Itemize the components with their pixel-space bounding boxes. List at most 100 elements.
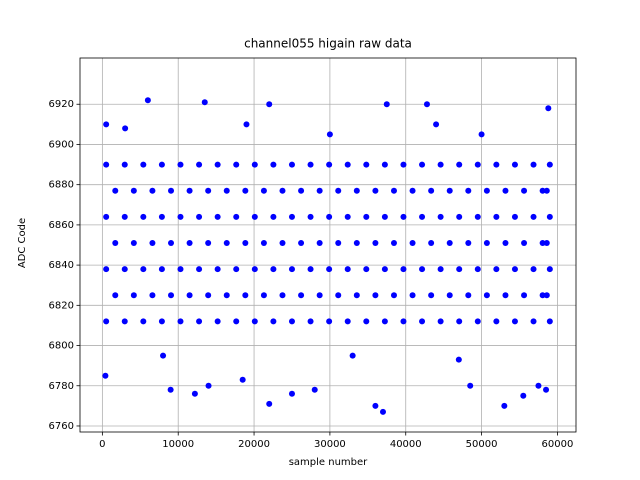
point	[409, 187, 416, 194]
point	[243, 121, 250, 128]
point	[177, 161, 184, 168]
grid	[80, 58, 576, 432]
point	[530, 318, 537, 325]
point	[419, 266, 426, 273]
point	[279, 292, 286, 299]
point	[483, 187, 490, 194]
point	[390, 292, 397, 299]
point	[307, 161, 314, 168]
point	[456, 266, 463, 273]
point	[121, 318, 128, 325]
point	[372, 239, 379, 246]
point	[465, 187, 472, 194]
point	[279, 187, 286, 194]
point	[535, 382, 542, 389]
point	[446, 187, 453, 194]
point	[270, 161, 277, 168]
point	[251, 161, 258, 168]
point	[144, 97, 151, 104]
point	[112, 239, 119, 246]
point	[455, 356, 462, 363]
point	[260, 292, 267, 299]
point	[233, 213, 240, 220]
point	[381, 318, 388, 325]
point	[344, 266, 351, 273]
point	[326, 131, 333, 138]
point	[266, 101, 273, 108]
point	[483, 239, 490, 246]
point	[467, 382, 474, 389]
point	[205, 239, 212, 246]
x-tick-label: 60000	[542, 439, 574, 450]
point	[465, 239, 472, 246]
point	[344, 213, 351, 220]
point	[493, 318, 500, 325]
point	[530, 213, 537, 220]
y-tick-label: 6780	[49, 381, 74, 392]
point	[349, 352, 356, 359]
point	[205, 382, 212, 389]
point	[279, 239, 286, 246]
point	[251, 318, 258, 325]
point	[288, 213, 295, 220]
y-tick-label: 6900	[49, 139, 74, 150]
point	[456, 161, 463, 168]
point	[372, 187, 379, 194]
point	[242, 292, 249, 299]
point	[149, 292, 156, 299]
point	[270, 266, 277, 273]
point	[223, 187, 230, 194]
y-tick-label: 6760	[49, 421, 74, 432]
point	[270, 318, 277, 325]
point	[437, 161, 444, 168]
point	[223, 292, 230, 299]
point	[140, 213, 147, 220]
x-tick-label: 40000	[390, 439, 422, 450]
point	[437, 266, 444, 273]
point	[344, 318, 351, 325]
point	[543, 386, 550, 393]
point	[539, 292, 546, 299]
point	[103, 161, 110, 168]
point	[400, 213, 407, 220]
point	[383, 101, 390, 108]
point	[502, 292, 509, 299]
point	[511, 318, 518, 325]
point	[326, 161, 333, 168]
point	[260, 187, 267, 194]
point	[140, 266, 147, 273]
point	[186, 292, 193, 299]
point	[446, 292, 453, 299]
point	[502, 239, 509, 246]
point	[400, 266, 407, 273]
point	[521, 292, 528, 299]
point	[233, 161, 240, 168]
point	[196, 318, 203, 325]
point	[543, 292, 550, 299]
point	[103, 121, 110, 128]
point	[168, 239, 175, 246]
point	[298, 292, 305, 299]
point	[307, 213, 314, 220]
point	[465, 292, 472, 299]
point	[177, 318, 184, 325]
point	[511, 213, 518, 220]
point	[381, 266, 388, 273]
point	[521, 187, 528, 194]
point	[483, 292, 490, 299]
point	[409, 239, 416, 246]
point	[437, 318, 444, 325]
point	[433, 121, 440, 128]
point	[316, 292, 323, 299]
point	[335, 239, 342, 246]
point	[501, 402, 508, 409]
point	[311, 386, 318, 393]
point	[158, 161, 165, 168]
point	[130, 292, 137, 299]
point	[400, 318, 407, 325]
point	[167, 386, 174, 393]
point	[260, 239, 267, 246]
point	[288, 266, 295, 273]
point	[428, 239, 435, 246]
